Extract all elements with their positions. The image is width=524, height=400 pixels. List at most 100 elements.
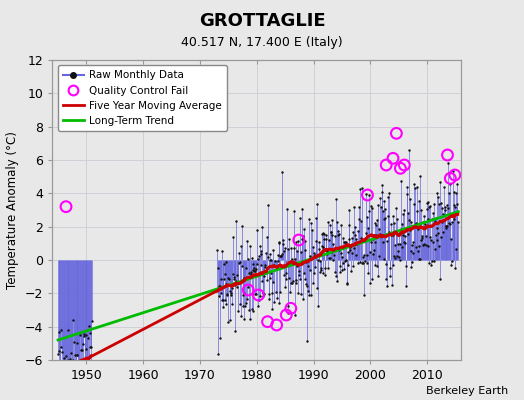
Point — [250, 265, 258, 272]
Point — [229, 234, 237, 240]
Point — [230, 276, 238, 282]
Point — [62, 204, 70, 210]
Point — [328, 216, 336, 223]
Point — [322, 236, 331, 242]
Point — [412, 184, 421, 190]
Point — [70, 339, 79, 345]
Point — [363, 260, 372, 266]
Point — [337, 266, 346, 273]
Point — [374, 273, 382, 279]
Point — [260, 262, 269, 268]
Point — [351, 232, 359, 238]
Point — [411, 185, 419, 192]
Point — [249, 267, 258, 273]
Point — [216, 290, 225, 296]
Point — [433, 225, 441, 231]
Point — [428, 216, 436, 222]
Point — [324, 236, 333, 243]
Point — [436, 276, 444, 282]
Point — [320, 236, 329, 242]
Point — [452, 190, 460, 196]
Point — [396, 178, 405, 184]
Point — [347, 268, 355, 274]
Point — [372, 232, 380, 238]
Point — [379, 216, 388, 223]
Point — [371, 262, 379, 268]
Point — [421, 242, 430, 248]
Point — [305, 292, 313, 298]
Point — [227, 290, 235, 296]
Point — [450, 189, 458, 195]
Point — [298, 206, 307, 212]
Point — [431, 232, 440, 238]
Point — [356, 259, 365, 266]
Point — [252, 291, 260, 298]
Point — [362, 214, 370, 220]
Point — [343, 279, 351, 286]
Point — [410, 200, 419, 207]
Point — [447, 257, 456, 264]
Point — [414, 243, 423, 250]
Point — [336, 244, 344, 251]
Point — [79, 340, 88, 347]
Point — [439, 228, 447, 235]
Point — [342, 239, 351, 245]
Point — [361, 234, 369, 241]
Point — [367, 239, 375, 246]
Point — [344, 249, 352, 256]
Point — [407, 218, 416, 225]
Point — [87, 343, 95, 350]
Point — [220, 275, 228, 282]
Point — [294, 290, 302, 296]
Point — [313, 302, 322, 309]
Point — [418, 232, 426, 239]
Point — [267, 257, 275, 263]
Point — [260, 291, 268, 298]
Point — [221, 281, 230, 287]
Point — [228, 271, 237, 277]
Point — [220, 261, 228, 267]
Point — [394, 241, 402, 248]
Point — [221, 297, 229, 303]
Point — [284, 303, 292, 310]
Point — [86, 344, 94, 350]
Point — [388, 281, 396, 288]
Point — [68, 370, 77, 377]
Point — [288, 280, 296, 286]
Point — [425, 234, 434, 240]
Point — [61, 372, 69, 378]
Point — [451, 204, 460, 210]
Point — [242, 300, 250, 306]
Point — [450, 202, 458, 208]
Point — [263, 276, 271, 283]
Point — [279, 236, 287, 243]
Point — [279, 241, 288, 247]
Point — [309, 250, 318, 256]
Point — [82, 363, 91, 370]
Point — [427, 262, 435, 269]
Point — [376, 231, 385, 237]
Point — [246, 315, 254, 322]
Point — [359, 292, 368, 298]
Point — [271, 289, 280, 296]
Point — [272, 263, 280, 270]
Point — [63, 390, 71, 396]
Point — [341, 239, 349, 245]
Point — [391, 242, 399, 248]
Point — [225, 276, 233, 282]
Point — [400, 207, 408, 213]
Point — [443, 202, 451, 209]
Point — [283, 206, 291, 212]
Point — [236, 243, 245, 250]
Point — [364, 270, 373, 277]
Point — [311, 264, 319, 270]
Point — [245, 306, 253, 313]
Point — [88, 318, 96, 324]
Point — [362, 230, 370, 236]
Point — [285, 235, 293, 242]
Point — [368, 251, 377, 257]
Point — [385, 229, 393, 235]
Point — [399, 211, 408, 217]
Point — [323, 218, 332, 225]
Point — [231, 280, 239, 287]
